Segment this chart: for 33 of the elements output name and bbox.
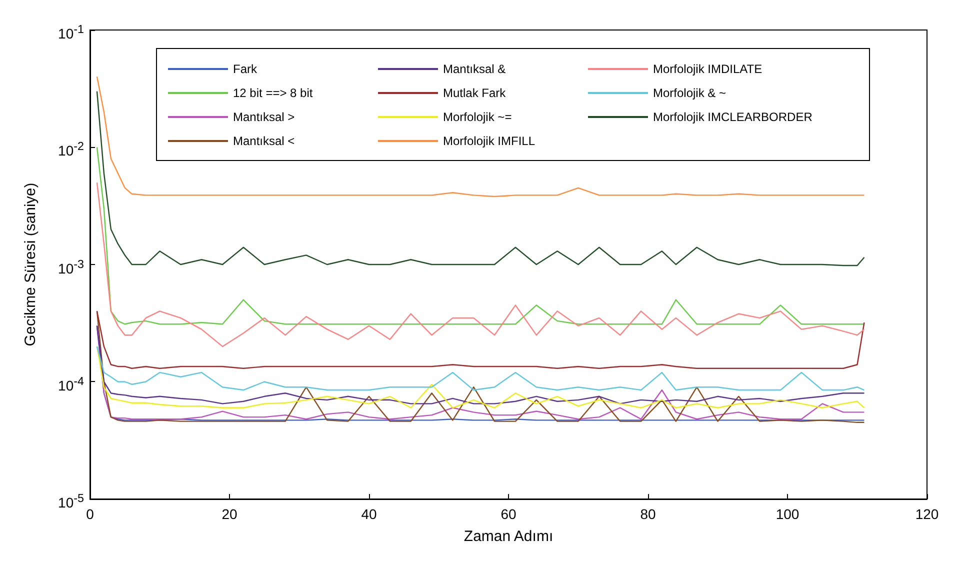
x-axis-title: Zaman Adımı: [464, 528, 554, 545]
y-tick-label: 10$^{-2}$: [58, 139, 84, 161]
x-tick-label: 40: [361, 506, 377, 522]
y-tick-label: 10$^{-1}$: [58, 22, 84, 44]
line-series: [96, 325, 865, 404]
y-tick-label: 10$^{-4}$: [58, 374, 84, 396]
x-tick-label: 120: [915, 506, 939, 522]
line-series: [96, 76, 865, 198]
y-axis-title: Gecikme Süresi (saniye): [22, 182, 39, 346]
line-series: [96, 346, 865, 391]
legend-label: Morfolojik IMCLEARBORDER: [653, 110, 813, 124]
line-series: [96, 310, 865, 369]
legend-label: Morfolojik ~=: [443, 110, 512, 124]
legend-label: Mutlak Fark: [443, 86, 507, 100]
x-tick-label: 80: [640, 506, 656, 522]
legend-label: Morfolojik IMFILL: [443, 134, 536, 148]
y-tick-label: 10$^{-5}$: [58, 491, 84, 513]
line-series: [96, 146, 865, 325]
legend-label: 12 bit ==> 8 bit: [233, 86, 314, 100]
legend-label: Mantıksal <: [233, 134, 295, 148]
legend-label: Mantıksal &: [443, 62, 506, 76]
legend-label: Mantıksal >: [233, 110, 295, 124]
legend-label: Morfolojik IMDILATE: [653, 62, 762, 76]
line-series: [96, 310, 865, 424]
x-tick-label: 100: [776, 506, 800, 522]
x-tick-label: 20: [222, 506, 238, 522]
line-series: [96, 182, 865, 348]
y-tick-label: 10$^{-3}$: [58, 256, 84, 278]
x-tick-label: 0: [86, 506, 94, 522]
legend-label: Fark: [233, 62, 258, 76]
legend-label: Morfolojik & ~: [653, 86, 726, 100]
line-series: [96, 346, 865, 408]
x-tick-label: 60: [500, 506, 516, 522]
